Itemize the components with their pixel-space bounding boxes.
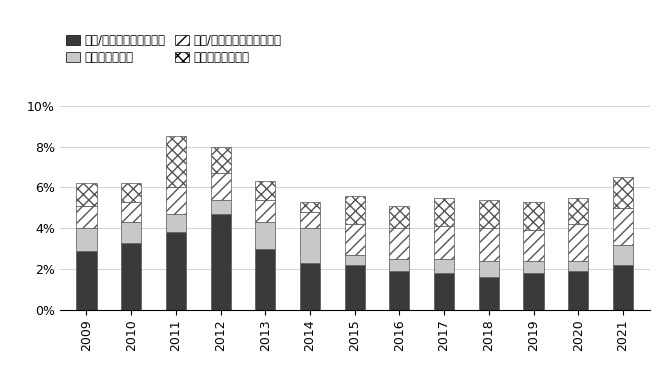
Bar xyxy=(166,187,186,214)
Bar xyxy=(121,222,141,243)
Bar xyxy=(166,232,186,310)
Bar xyxy=(434,259,454,273)
Bar xyxy=(255,249,275,310)
Bar xyxy=(434,273,454,310)
Bar xyxy=(568,198,588,224)
Bar xyxy=(479,200,499,228)
Bar xyxy=(613,265,633,310)
Bar xyxy=(166,214,186,232)
Bar xyxy=(345,224,365,255)
Bar xyxy=(76,228,97,251)
Bar xyxy=(434,198,454,226)
Bar xyxy=(345,196,365,224)
Bar xyxy=(613,208,633,245)
Bar xyxy=(568,271,588,310)
Bar xyxy=(211,173,231,200)
Bar xyxy=(300,263,320,310)
Bar xyxy=(389,228,410,259)
Bar xyxy=(479,277,499,310)
Bar xyxy=(613,177,633,208)
Bar xyxy=(613,245,633,265)
Bar xyxy=(345,265,365,310)
Bar xyxy=(121,183,141,202)
Bar xyxy=(76,251,97,310)
Bar xyxy=(121,243,141,310)
Legend: 縮小/現状維持・中小企業, 成長・中小企業, 縮小/現状維持・非中小企業, 成長・非中小企業: 縮小/現状維持・中小企業, 成長・中小企業, 縮小/現状維持・非中小企業, 成長… xyxy=(66,34,282,64)
Bar xyxy=(211,214,231,310)
Bar xyxy=(389,271,410,310)
Bar xyxy=(345,255,365,265)
Bar xyxy=(211,147,231,173)
Bar xyxy=(524,202,544,230)
Bar xyxy=(434,226,454,259)
Bar xyxy=(255,181,275,200)
Bar xyxy=(568,224,588,261)
Bar xyxy=(389,206,410,228)
Bar xyxy=(300,202,320,212)
Bar xyxy=(166,136,186,187)
Bar xyxy=(568,261,588,271)
Bar xyxy=(121,202,141,222)
Bar xyxy=(300,212,320,228)
Bar xyxy=(524,230,544,261)
Bar xyxy=(524,261,544,273)
Bar xyxy=(389,259,410,271)
Bar xyxy=(524,273,544,310)
Bar xyxy=(479,261,499,277)
Bar xyxy=(255,222,275,249)
Bar xyxy=(76,183,97,206)
Bar xyxy=(255,200,275,222)
Bar xyxy=(300,228,320,263)
Bar xyxy=(211,200,231,214)
Bar xyxy=(479,228,499,261)
Bar xyxy=(76,206,97,228)
